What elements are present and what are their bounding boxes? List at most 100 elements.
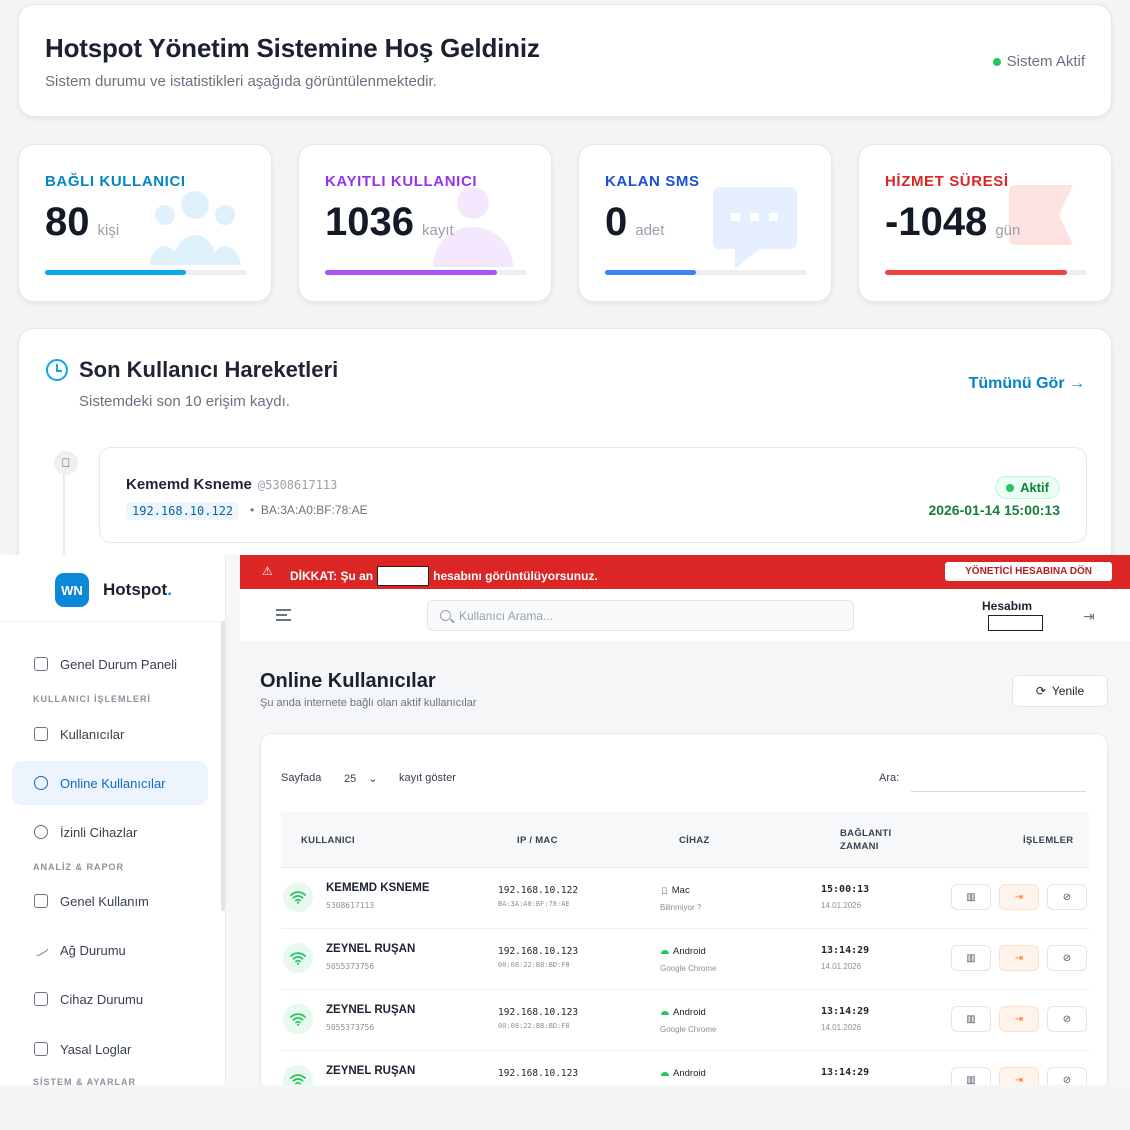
activity-entry[interactable]: Kememd Ksneme @5308617113 192.168.10.122 … [99, 447, 1087, 543]
page-subtitle: Sistem durumu ve istatistikleri aşağıda … [45, 73, 437, 90]
menu-icon[interactable] [276, 609, 291, 621]
apple-icon:  [54, 451, 78, 475]
user-ip: 192.168.10.123 [498, 946, 579, 957]
sidebar-item-device-status[interactable]: Cihaz Durumu [12, 977, 208, 1021]
connection-time: 15:00:13 [821, 884, 870, 895]
table-row: ZEYNEL RUŞAN 192.168.10.123 Android 13:14:2… [281, 1051, 1089, 1085]
logout-icon: ⇥ [1014, 952, 1024, 964]
connection-date: 14.01.2026 [821, 962, 862, 971]
stats-button[interactable]: ▥ [951, 945, 991, 971]
block-button[interactable]: ⊘ [1047, 1006, 1087, 1032]
disconnect-button[interactable]: ⇥ [999, 1006, 1039, 1032]
android-icon [661, 949, 669, 954]
entry-datetime: 2026-01-14 15:00:13 [928, 502, 1060, 518]
user-search-input[interactable]: Kullanıcı Arama... [427, 600, 854, 631]
entry-user: Kememd Ksneme @5308617113 [126, 476, 337, 493]
user-mac: BA:3A:A0:BF:78:AE [498, 900, 570, 908]
user-icon [429, 185, 513, 272]
online-users-table-card: Sayfada 25 ⌄ kayıt göster Ara: KULLANICI … [260, 733, 1108, 1085]
section-title: Son Kullanıcı Hareketleri [79, 357, 339, 382]
bar-chart-icon: ▥ [966, 891, 976, 903]
sidebar-item-network[interactable]: Ağ Durumu [12, 928, 208, 972]
connection-date: 14.01.2026 [821, 901, 862, 910]
user-name: ZEYNEL RUŞAN [326, 1004, 416, 1016]
stat-remaining-sms: KALAN SMS 0 adet [578, 144, 832, 302]
sidebar-item-online-users[interactable]: Online Kullanıcılar [12, 761, 208, 805]
stat-value: 80 kişi [45, 200, 120, 244]
stat-connected-users: BAĞLI KULLANICI 80 kişi [18, 144, 272, 302]
entry-phone: @5308617113 [257, 478, 338, 492]
sidebar-scrollbar[interactable] [221, 621, 225, 911]
block-button[interactable]: ⊘ [1047, 884, 1087, 910]
flag-icon [1009, 185, 1079, 250]
redacted-account-name [988, 615, 1043, 631]
block-button[interactable]: ⊘ [1047, 945, 1087, 971]
recent-activity-card: Son Kullanıcı Hareketleri Sistemdeki son… [18, 328, 1112, 588]
wifi-icon [283, 1004, 313, 1034]
stat-label: KALAN SMS [605, 173, 700, 190]
refresh-button[interactable]: ⟳ Yenile [1012, 675, 1108, 707]
online-users-subtitle: Şu anda internete bağlı olan aktif kulla… [260, 697, 477, 709]
device-browser: Bilinmiyor ? [660, 903, 702, 912]
wifi-icon [283, 943, 313, 973]
warning-icon: ⚠ [262, 564, 273, 578]
stats-button[interactable]: ▥ [951, 884, 991, 910]
sidebar-item-allowed-devices[interactable]: İzinli Cihazlar [12, 810, 208, 854]
progress-bar [325, 270, 527, 275]
device-os: Android [661, 1007, 706, 1018]
table-row: ZEYNEL RUŞAN 5055373756 192.168.10.123 00:0… [281, 929, 1089, 990]
disconnect-button[interactable]: ⇥ [999, 945, 1039, 971]
table-search-input[interactable] [911, 770, 1086, 792]
block-button[interactable]: ⊘ [1047, 1067, 1087, 1085]
connection-time: 13:14:29 [821, 1006, 870, 1017]
connection-date: 14.01.2026 [821, 1023, 862, 1032]
logout-icon[interactable]: ⇥ [1083, 608, 1095, 624]
timeline-line [63, 467, 65, 567]
user-name: ZEYNEL RUŞAN [326, 1065, 416, 1077]
stat-label: HİZMET SÜRESİ [885, 173, 1009, 190]
user-ip: 192.168.10.123 [498, 1068, 579, 1079]
redacted-account [377, 566, 430, 586]
logout-icon: ⇥ [1014, 891, 1024, 903]
return-admin-button[interactable]: YÖNETİCİ HESABINA DÖN [945, 562, 1112, 581]
stats-button[interactable]: ▥ [951, 1006, 991, 1032]
stat-service-time: HİZMET SÜRESİ -1048 gün [858, 144, 1112, 302]
progress-bar [885, 270, 1087, 275]
user-ip: 192.168.10.122 [498, 885, 579, 896]
brand[interactable]: WN Hotspot. [55, 573, 172, 607]
sidebar-item-users[interactable]: Kullanıcılar [12, 712, 208, 756]
entry-ip: 192.168.10.122 [126, 502, 240, 520]
sidebar-item-usage[interactable]: Genel Kullanım [12, 879, 208, 923]
stat-registered-users: KAYITLI KULLANICI 1036 kayıt [298, 144, 552, 302]
android-icon [661, 1010, 669, 1015]
stat-unit: gün [995, 222, 1021, 239]
disconnect-button[interactable]: ⇥ [999, 1067, 1039, 1085]
stat-label: KAYITLI KULLANICI [325, 173, 478, 190]
user-ip: 192.168.10.123 [498, 1007, 579, 1018]
account-label[interactable]: Hesabım [982, 599, 1033, 613]
col-time: ZAMANI [840, 841, 879, 852]
device-os: Mac [661, 885, 690, 896]
clock-icon [46, 359, 68, 381]
user-name: KEMEMD KSNEME [326, 882, 430, 894]
search-icon [440, 610, 451, 621]
topbar: Kullanıcı Arama... Hesabım ⇥ [240, 589, 1130, 643]
stat-value: 1036 kayıt [325, 200, 454, 244]
disconnect-button[interactable]: ⇥ [999, 884, 1039, 910]
bar-chart-icon: ▥ [966, 952, 976, 964]
per-page-select[interactable]: 25 ⌄ [344, 773, 378, 785]
sidebar-item-logs[interactable]: Yasal Loglar [12, 1027, 208, 1071]
server-icon [34, 992, 48, 1006]
sidebar-item-dashboard[interactable]: Genel Durum Paneli [12, 642, 208, 686]
online-users-title: Online Kullanıcılar [260, 670, 436, 692]
table-row: ZEYNEL RUŞAN 5055373756 192.168.10.123 00:0… [281, 990, 1089, 1051]
view-all-link[interactable]: Tümünü Gör → [968, 375, 1085, 392]
section-settings-label: SİSTEM & AYARLAR [33, 1077, 137, 1085]
check-circle-icon [34, 825, 48, 839]
col-actions: İŞLEMLER [1023, 835, 1074, 846]
entry-name: Kememd Ksneme [126, 476, 252, 493]
connection-time: 13:14:29 [821, 945, 870, 956]
sms-icon [713, 187, 797, 274]
logout-icon: ⇥ [1014, 1013, 1024, 1025]
stats-button[interactable]: ▥ [951, 1067, 991, 1085]
